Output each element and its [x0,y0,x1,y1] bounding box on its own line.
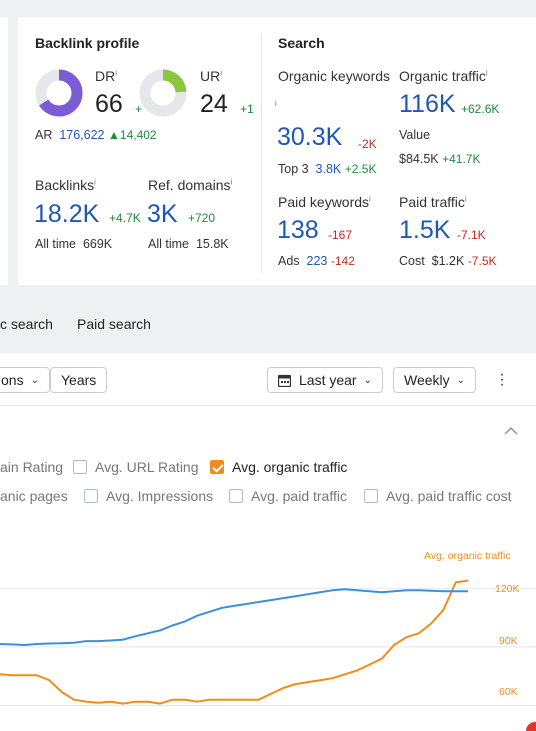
granularity-dropdown[interactable]: Weekly ⌄ [393,367,477,393]
panel-divider [0,405,536,406]
metrics-card [0,17,8,285]
period-dropdown[interactable]: Last year ⌄ [267,367,383,393]
traffic-chart [0,579,536,707]
checkbox-organic-pages[interactable]: anic pages [0,488,68,504]
years-button[interactable]: Years [50,367,108,393]
value-label: Value [399,128,431,142]
metrics-dropdown[interactable]: ons ⌄ [0,367,50,393]
checkbox-avg-url-rating[interactable]: Avg. URL Rating [73,459,199,475]
cost-row: Cost $1.2K -7.5K [399,254,497,268]
top3-row: Top 3 3.8K +2.5K [278,162,377,176]
paid-keywords-delta: -167 [328,228,353,242]
ur-donut [139,69,187,117]
backlinks-value[interactable]: 18.2K [34,200,100,228]
calendar-icon [278,374,291,387]
tab-organic-search[interactable]: c search [0,316,53,332]
ref-domains-delta: +720 [188,211,216,225]
chevron-down-icon: ⌄ [456,374,466,386]
notification-badge[interactable] [526,722,536,731]
ur-label: URi [200,68,223,84]
checkbox-avg-paid-traffic[interactable]: Avg. paid traffic [229,488,347,504]
checkbox-domain-rating[interactable]: ain Rating [0,459,64,475]
paid-traffic-label: Paid traffici [399,194,467,210]
value-row: $84.5K +41.7K [399,152,481,166]
backlinks-delta: +4.7K [109,211,141,225]
ur-delta: +1 [240,102,254,116]
chevron-down-icon: ⌄ [363,374,372,386]
series-line-organic-traffic [0,579,469,705]
chart-panel [0,353,536,731]
ref-domains-label: Ref. domainsi [148,177,233,193]
ar-value[interactable]: 176,622 [59,128,105,142]
ur-value: 24 [200,90,228,118]
checkbox-avg-paid-traffic-cost[interactable]: Avg. paid traffic cost [364,488,512,504]
info-icon: i [275,99,277,108]
checkbox-avg-impressions[interactable]: Avg. Impressions [84,488,213,504]
y-tick-90k: 90K [499,635,518,647]
dr-value: 66 [95,90,123,118]
paid-traffic-delta: -7.1K [457,228,486,242]
organic-keywords-label: Organic keywords [278,68,391,84]
backlinks-all-time: All time 669K [35,237,113,251]
ref-domains-all-time: All time 15.8K [148,237,229,251]
y-tick-60k: 60K [499,686,518,698]
dr-donut [35,69,83,117]
ar-row: AR 176,622 ▲14,402 [35,128,157,142]
y-axis-title: Avg. organic traffic [424,550,511,562]
dr-delta: + [135,102,143,116]
more-options-icon[interactable]: · · · [499,366,505,393]
organic-traffic-value[interactable]: 116K [399,90,456,118]
backlinks-label: Backlinksi [35,177,96,193]
ar-delta: ▲14,402 [108,128,157,142]
organic-keywords-value[interactable]: 30.3K [277,123,343,151]
ref-domains-value[interactable]: 3K [147,200,178,228]
organic-traffic-label: Organic traffici [399,68,488,84]
tab-paid-search[interactable]: Paid search [77,316,151,332]
dr-label: DRi [95,68,118,84]
series-line-secondary [0,588,468,646]
chevron-down-icon: ⌄ [30,374,39,386]
organic-traffic-delta: +62.6K [461,102,500,116]
backlink-profile-title: Backlink profile [35,35,140,51]
paid-traffic-value[interactable]: 1.5K [399,216,451,244]
ads-row: Ads 223 -142 [278,254,355,268]
collapse-chevron-icon[interactable] [504,426,518,436]
divider [261,33,262,273]
paid-keywords-value[interactable]: 138 [277,216,319,244]
search-title: Search [278,35,325,51]
paid-keywords-label: Paid keywordsi [278,194,371,210]
organic-keywords-delta: -2K [358,137,377,151]
checkbox-avg-organic-traffic[interactable]: Avg. organic traffic [210,459,347,475]
y-tick-120k: 120K [495,583,520,595]
overview-card [18,17,536,285]
